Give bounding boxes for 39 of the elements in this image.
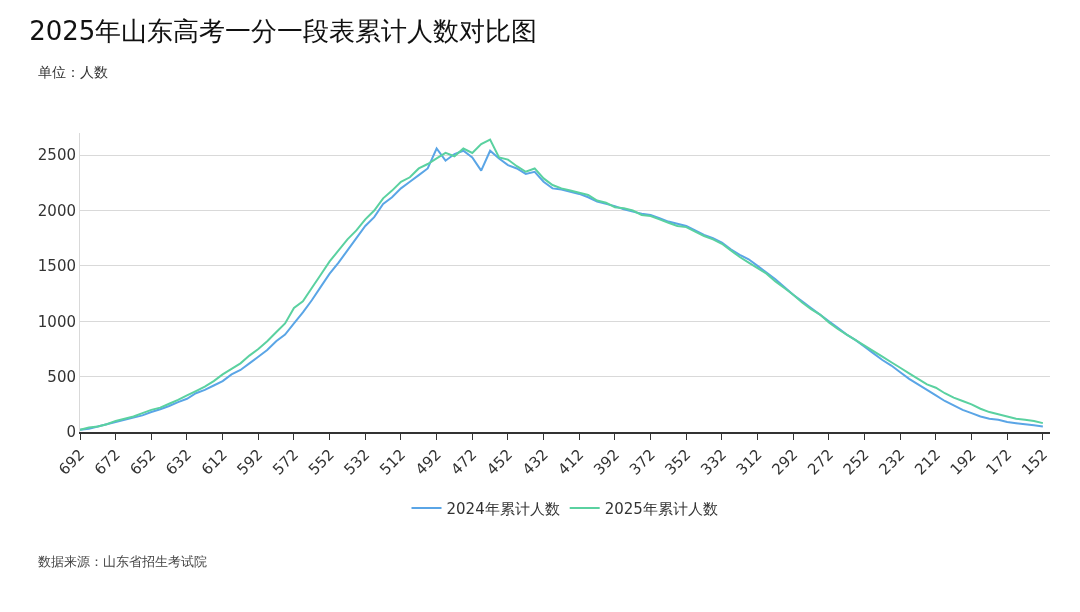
x-tick-label: 572: [269, 445, 303, 479]
x-tick-label: 412: [554, 445, 588, 479]
x-tick-label: 652: [126, 445, 160, 479]
x-tick-label: 232: [875, 445, 909, 479]
x-tick-label: 292: [768, 445, 802, 479]
source-note: 数据来源：山东省招生考试院: [38, 554, 207, 569]
x-tick-label: 532: [340, 445, 374, 479]
y-tick-label: 1000: [37, 312, 76, 331]
x-tick-label: 332: [697, 445, 731, 479]
chart-title: 2025年山东高考一分一段表累计人数对比图: [29, 15, 538, 46]
legend-label: 2025年累计人数: [604, 499, 718, 518]
x-tick-label: 512: [376, 445, 410, 479]
x-tick-label: 472: [447, 445, 481, 479]
x-tick-label: 312: [732, 445, 766, 479]
y-tick-label: 2000: [37, 201, 76, 220]
y-tick-label: 500: [47, 367, 76, 386]
x-tick-label: 452: [483, 445, 517, 479]
x-tick-label: 672: [90, 445, 124, 479]
x-tick-label: 432: [518, 445, 552, 479]
x-tick-label: 632: [162, 445, 196, 479]
x-tick-label: 592: [233, 445, 267, 479]
y-tick-label: 1500: [37, 257, 76, 276]
x-tick-label: 192: [946, 445, 980, 479]
x-tick-label: 552: [304, 445, 338, 479]
x-tick-label: 692: [55, 445, 89, 479]
x-tick-label: 372: [625, 445, 659, 479]
x-tick-label: 392: [590, 445, 624, 479]
y-axis-title: 单位：人数: [38, 64, 108, 80]
x-tick-label: 252: [839, 445, 873, 479]
y-tick-label: 2500: [37, 146, 76, 165]
y-tick-label: 0: [66, 423, 76, 442]
x-tick-label: 172: [982, 445, 1016, 479]
x-tick-label: 612: [197, 445, 231, 479]
x-tick-label: 212: [911, 445, 945, 479]
x-tick-label: 352: [661, 445, 695, 479]
x-tick-label: 272: [804, 445, 838, 479]
x-tick-label: 152: [1018, 445, 1051, 479]
x-tick-label: 492: [411, 445, 445, 479]
legend-label: 2024年累计人数: [446, 499, 560, 518]
